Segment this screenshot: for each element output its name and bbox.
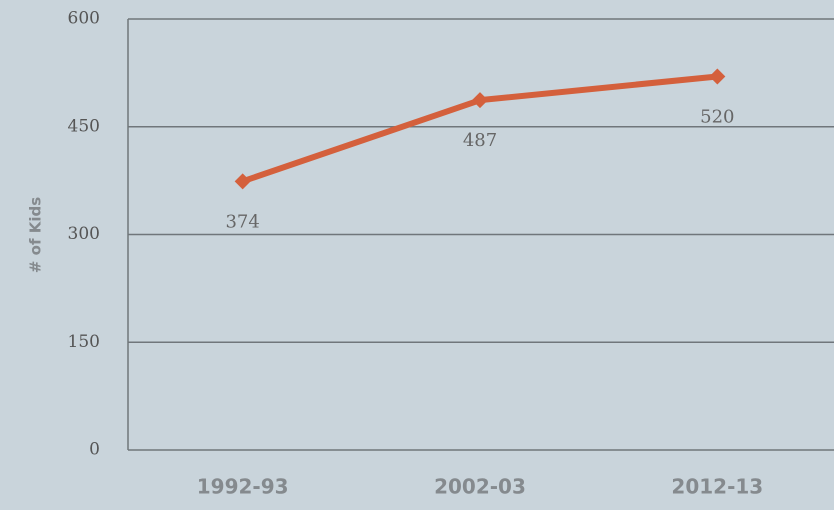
y-tick-label: 150 [68,332,100,352]
y-axis-label: # of Kids [27,197,45,273]
y-tick-label: 0 [89,440,100,460]
data-label: 374 [225,211,259,232]
marker [709,68,726,85]
y-tick-label: 300 [68,224,100,244]
x-tick-label: 2002-03 [434,475,526,499]
x-tick-label: 1992-93 [197,475,289,499]
marker [234,173,251,190]
x-tick-label: 2012-13 [671,475,763,499]
y-tick-label: 450 [68,116,100,136]
data-label: 520 [700,106,734,127]
marker [472,92,488,109]
data-label: 487 [463,130,497,151]
y-tick-label: 600 [68,9,100,29]
